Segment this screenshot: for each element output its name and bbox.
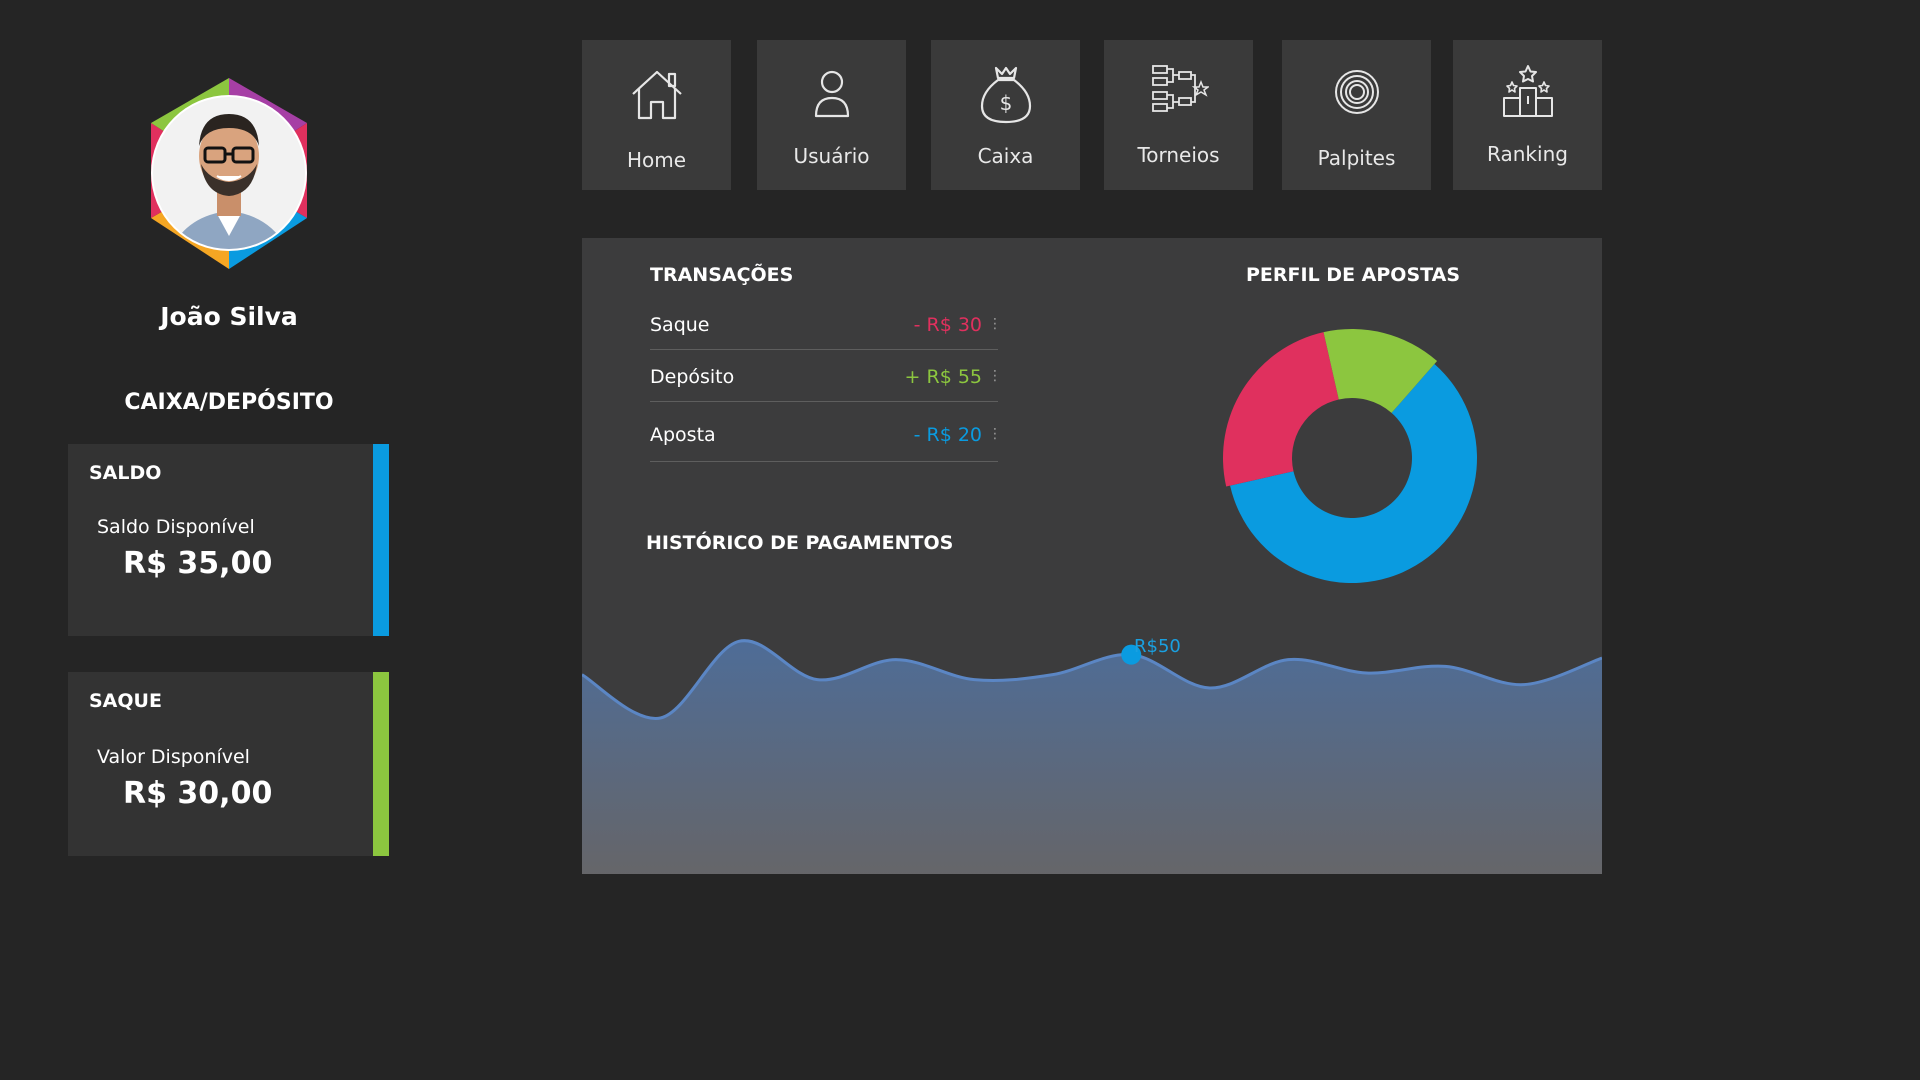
area-fill [582, 640, 1602, 874]
chip-icon [1327, 62, 1387, 126]
transactions-list: Saque - R$ 30 ⋮ Depósito + R$ 55 ⋮ Apost… [650, 298, 1002, 462]
more-icon[interactable]: ⋮ [988, 316, 1002, 332]
svg-text:$: $ [999, 91, 1012, 115]
area-line [582, 639, 1602, 720]
nav-tile-ranking[interactable]: Ranking [1453, 40, 1602, 190]
nav-tile-home[interactable]: Home [582, 40, 731, 190]
balance-label: Saldo Disponível [97, 516, 255, 538]
wallet-section-title: CAIXA/DEPÓSITO [124, 390, 334, 415]
withdraw-card: SAQUE Valor Disponível R$ 30,00 [68, 672, 389, 856]
transaction-row[interactable]: Aposta - R$ 20 ⋮ [650, 402, 1002, 462]
transaction-amount: + R$ 55 [904, 366, 982, 388]
betting-profile-title: PERFIL DE APOSTAS [1246, 264, 1461, 286]
more-icon[interactable]: ⋮ [988, 426, 1002, 442]
payment-history-chart [582, 639, 1602, 874]
nav-label-tournaments: Torneios [1137, 143, 1220, 167]
more-icon[interactable]: ⋮ [988, 368, 1002, 384]
pie-slice [1323, 329, 1438, 413]
user-icon [802, 62, 862, 126]
transactions-title: TRANSAÇÕES [650, 264, 794, 286]
avatar[interactable] [139, 76, 319, 276]
payment-history-title: HISTÓRICO DE PAGAMENTOS [646, 532, 954, 554]
pie-slice [1230, 364, 1477, 583]
money-bag-icon: $ [976, 62, 1036, 126]
nav-tile-predictions[interactable]: Palpites [1282, 40, 1431, 190]
withdraw-card-title: SAQUE [89, 690, 162, 712]
user-name: João Silva [160, 302, 298, 331]
withdraw-label: Valor Disponível [97, 746, 250, 768]
transaction-amount: - R$ 30 [913, 314, 982, 336]
dashboard-panel: TRANSAÇÕES Saque - R$ 30 ⋮ Depósito + R$… [582, 238, 1602, 874]
chart-highlight-label: R$50 [1134, 636, 1181, 657]
betting-profile-donut [1223, 329, 1477, 583]
bracket-icon [1149, 62, 1209, 126]
nav-label-home: Home [626, 148, 687, 172]
avatar-hexagon [151, 78, 307, 269]
nav-label-ranking: Ranking [1487, 142, 1568, 166]
pie-slice [1223, 332, 1339, 487]
transaction-label: Depósito [650, 366, 735, 388]
nav-tile-user[interactable]: Usuário [757, 40, 906, 190]
nav-tile-tournaments[interactable]: Torneios [1104, 40, 1253, 190]
home-icon [627, 62, 687, 126]
transaction-label: Aposta [650, 424, 716, 446]
withdraw-accent-stripe [373, 672, 389, 856]
balance-value: R$ 35,00 [123, 546, 273, 581]
podium-icon [1498, 62, 1558, 126]
nav-label-cashier: Caixa [977, 144, 1034, 168]
transaction-row[interactable]: Saque - R$ 30 ⋮ [650, 298, 1002, 350]
nav-label-predictions: Palpites [1317, 146, 1396, 170]
balance-accent-stripe [373, 444, 389, 636]
nav-label-user: Usuário [793, 144, 870, 168]
balance-card-title: SALDO [89, 462, 162, 484]
transaction-amount: - R$ 20 [913, 424, 982, 446]
withdraw-value: R$ 30,00 [123, 776, 273, 811]
balance-card: SALDO Saldo Disponível R$ 35,00 [68, 444, 389, 636]
transaction-label: Saque [650, 314, 710, 336]
highlight-point[interactable] [1121, 644, 1142, 665]
transaction-row[interactable]: Depósito + R$ 55 ⋮ [650, 350, 1002, 402]
nav-tile-cashier[interactable]: $ Caixa [931, 40, 1080, 190]
